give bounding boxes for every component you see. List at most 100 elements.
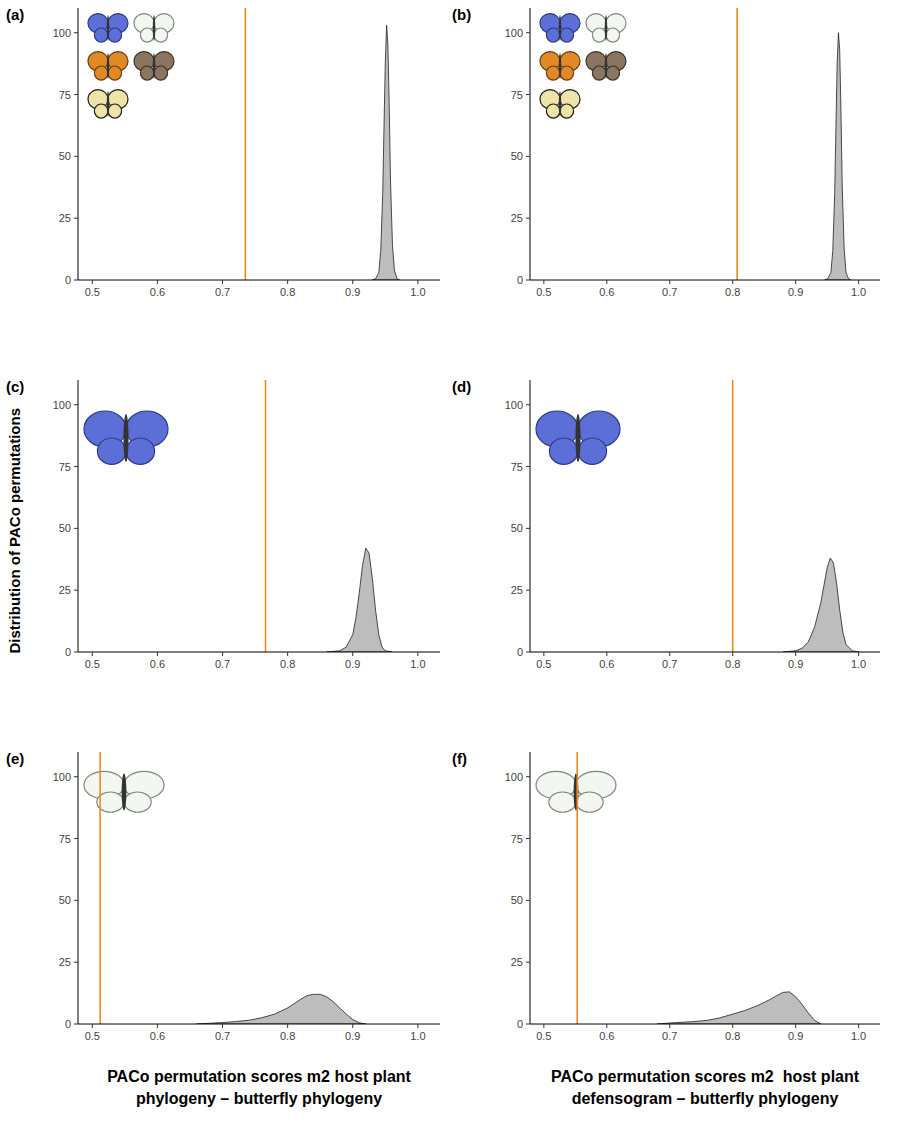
x-tick-label: 0.9 bbox=[788, 286, 803, 298]
y-axis bbox=[530, 752, 531, 1024]
x-tick-label: 0.6 bbox=[150, 286, 165, 298]
y-tick-label: 25 bbox=[59, 212, 71, 224]
body bbox=[123, 414, 128, 462]
x-tick-label: 0.5 bbox=[85, 286, 100, 298]
x-tick bbox=[732, 652, 733, 656]
wing bbox=[560, 28, 574, 42]
x-tick bbox=[352, 280, 353, 284]
y-tick-label: 50 bbox=[59, 150, 71, 162]
y-tick bbox=[74, 652, 78, 653]
butterfly-icon bbox=[88, 52, 128, 80]
wing bbox=[154, 28, 168, 42]
x-tick-label: 0.5 bbox=[85, 1030, 100, 1042]
observed-line bbox=[732, 380, 734, 652]
density-area bbox=[327, 548, 392, 652]
y-tick bbox=[526, 404, 530, 405]
data-group bbox=[577, 752, 821, 1024]
y-tick bbox=[74, 900, 78, 901]
x-tick bbox=[732, 1024, 733, 1028]
panel-letter: (d) bbox=[452, 378, 471, 395]
wing bbox=[546, 28, 560, 42]
x-tick bbox=[858, 280, 859, 284]
x-tick-label: 0.8 bbox=[280, 1030, 295, 1042]
panel-letter: (b) bbox=[452, 6, 471, 23]
x-tick-label: 0.8 bbox=[725, 286, 740, 298]
y-tick-label: 0 bbox=[65, 274, 71, 286]
y-tick-label: 75 bbox=[59, 833, 71, 845]
x-tick bbox=[287, 652, 288, 656]
x-tick bbox=[606, 652, 607, 656]
butterfly-icon bbox=[540, 52, 580, 80]
y-tick bbox=[526, 94, 530, 95]
y-tick bbox=[526, 838, 530, 839]
x-axis-title-line: PACo permutation scores m2 host plant bbox=[551, 1068, 860, 1085]
x-tick-label: 0.7 bbox=[662, 1030, 677, 1042]
x-tick bbox=[417, 1024, 418, 1028]
x-tick bbox=[417, 652, 418, 656]
x-tick-label: 0.9 bbox=[345, 1030, 360, 1042]
x-tick bbox=[92, 1024, 93, 1028]
x-tick-label: 0.9 bbox=[788, 658, 803, 670]
wing bbox=[97, 438, 126, 464]
density-area bbox=[657, 992, 821, 1024]
y-tick-label: 75 bbox=[511, 833, 523, 845]
butterfly-icon bbox=[88, 14, 128, 42]
x-tick bbox=[157, 1024, 158, 1028]
y-tick bbox=[526, 652, 530, 653]
x-tick bbox=[92, 652, 93, 656]
y-tick-label: 0 bbox=[517, 274, 523, 286]
x-tick-label: 0.8 bbox=[725, 1030, 740, 1042]
x-tick bbox=[669, 652, 670, 656]
y-tick-label: 50 bbox=[511, 150, 523, 162]
wing bbox=[592, 66, 606, 80]
y-tick bbox=[526, 590, 530, 591]
wing bbox=[592, 28, 606, 42]
density-area bbox=[197, 994, 366, 1024]
x-tick-label: 0.7 bbox=[662, 658, 677, 670]
y-tick bbox=[74, 838, 78, 839]
y-tick bbox=[526, 900, 530, 901]
butterfly-icon bbox=[134, 52, 174, 80]
butterfly-icon bbox=[536, 411, 620, 464]
x-tick bbox=[222, 1024, 223, 1028]
y-tick bbox=[74, 218, 78, 219]
butterfly-icon bbox=[84, 411, 168, 464]
density-area bbox=[825, 33, 851, 280]
wing bbox=[549, 438, 578, 464]
x-tick-label: 0.8 bbox=[725, 658, 740, 670]
panel: 0.50.60.70.80.91.00255075100(f)PACo perm… bbox=[452, 750, 880, 1107]
wing bbox=[140, 66, 154, 80]
x-tick-label: 0.9 bbox=[345, 286, 360, 298]
y-tick-label: 50 bbox=[59, 522, 71, 534]
observed-line bbox=[245, 8, 247, 280]
x-tick bbox=[795, 652, 796, 656]
wing bbox=[560, 104, 574, 118]
butterfly-icon bbox=[88, 90, 128, 118]
body bbox=[107, 15, 109, 41]
x-axis-title-line: defensogram – butterfly phylogeny bbox=[572, 1090, 839, 1107]
x-tick-label: 0.9 bbox=[345, 658, 360, 670]
wing bbox=[94, 28, 108, 42]
x-tick bbox=[543, 652, 544, 656]
y-tick bbox=[74, 404, 78, 405]
y-tick-label: 100 bbox=[505, 27, 523, 39]
wing bbox=[606, 28, 620, 42]
butterfly-icon bbox=[586, 52, 626, 80]
y-tick-label: 100 bbox=[53, 27, 71, 39]
x-tick bbox=[157, 280, 158, 284]
y-tick-label: 50 bbox=[59, 894, 71, 906]
y-tick bbox=[526, 156, 530, 157]
x-axis bbox=[78, 652, 440, 653]
panel-letter: (a) bbox=[6, 6, 24, 23]
body bbox=[122, 774, 127, 811]
butterfly-icon bbox=[540, 90, 580, 118]
panel: 0.50.60.70.80.91.00255075100(e)PACo perm… bbox=[6, 750, 440, 1107]
panel-letter: (c) bbox=[6, 378, 24, 395]
wing bbox=[108, 104, 122, 118]
wing bbox=[546, 104, 560, 118]
y-tick-label: 100 bbox=[53, 771, 71, 783]
x-tick-label: 1.0 bbox=[851, 658, 866, 670]
y-tick-label: 75 bbox=[59, 461, 71, 473]
x-tick bbox=[669, 1024, 670, 1028]
y-tick-label: 75 bbox=[511, 89, 523, 101]
